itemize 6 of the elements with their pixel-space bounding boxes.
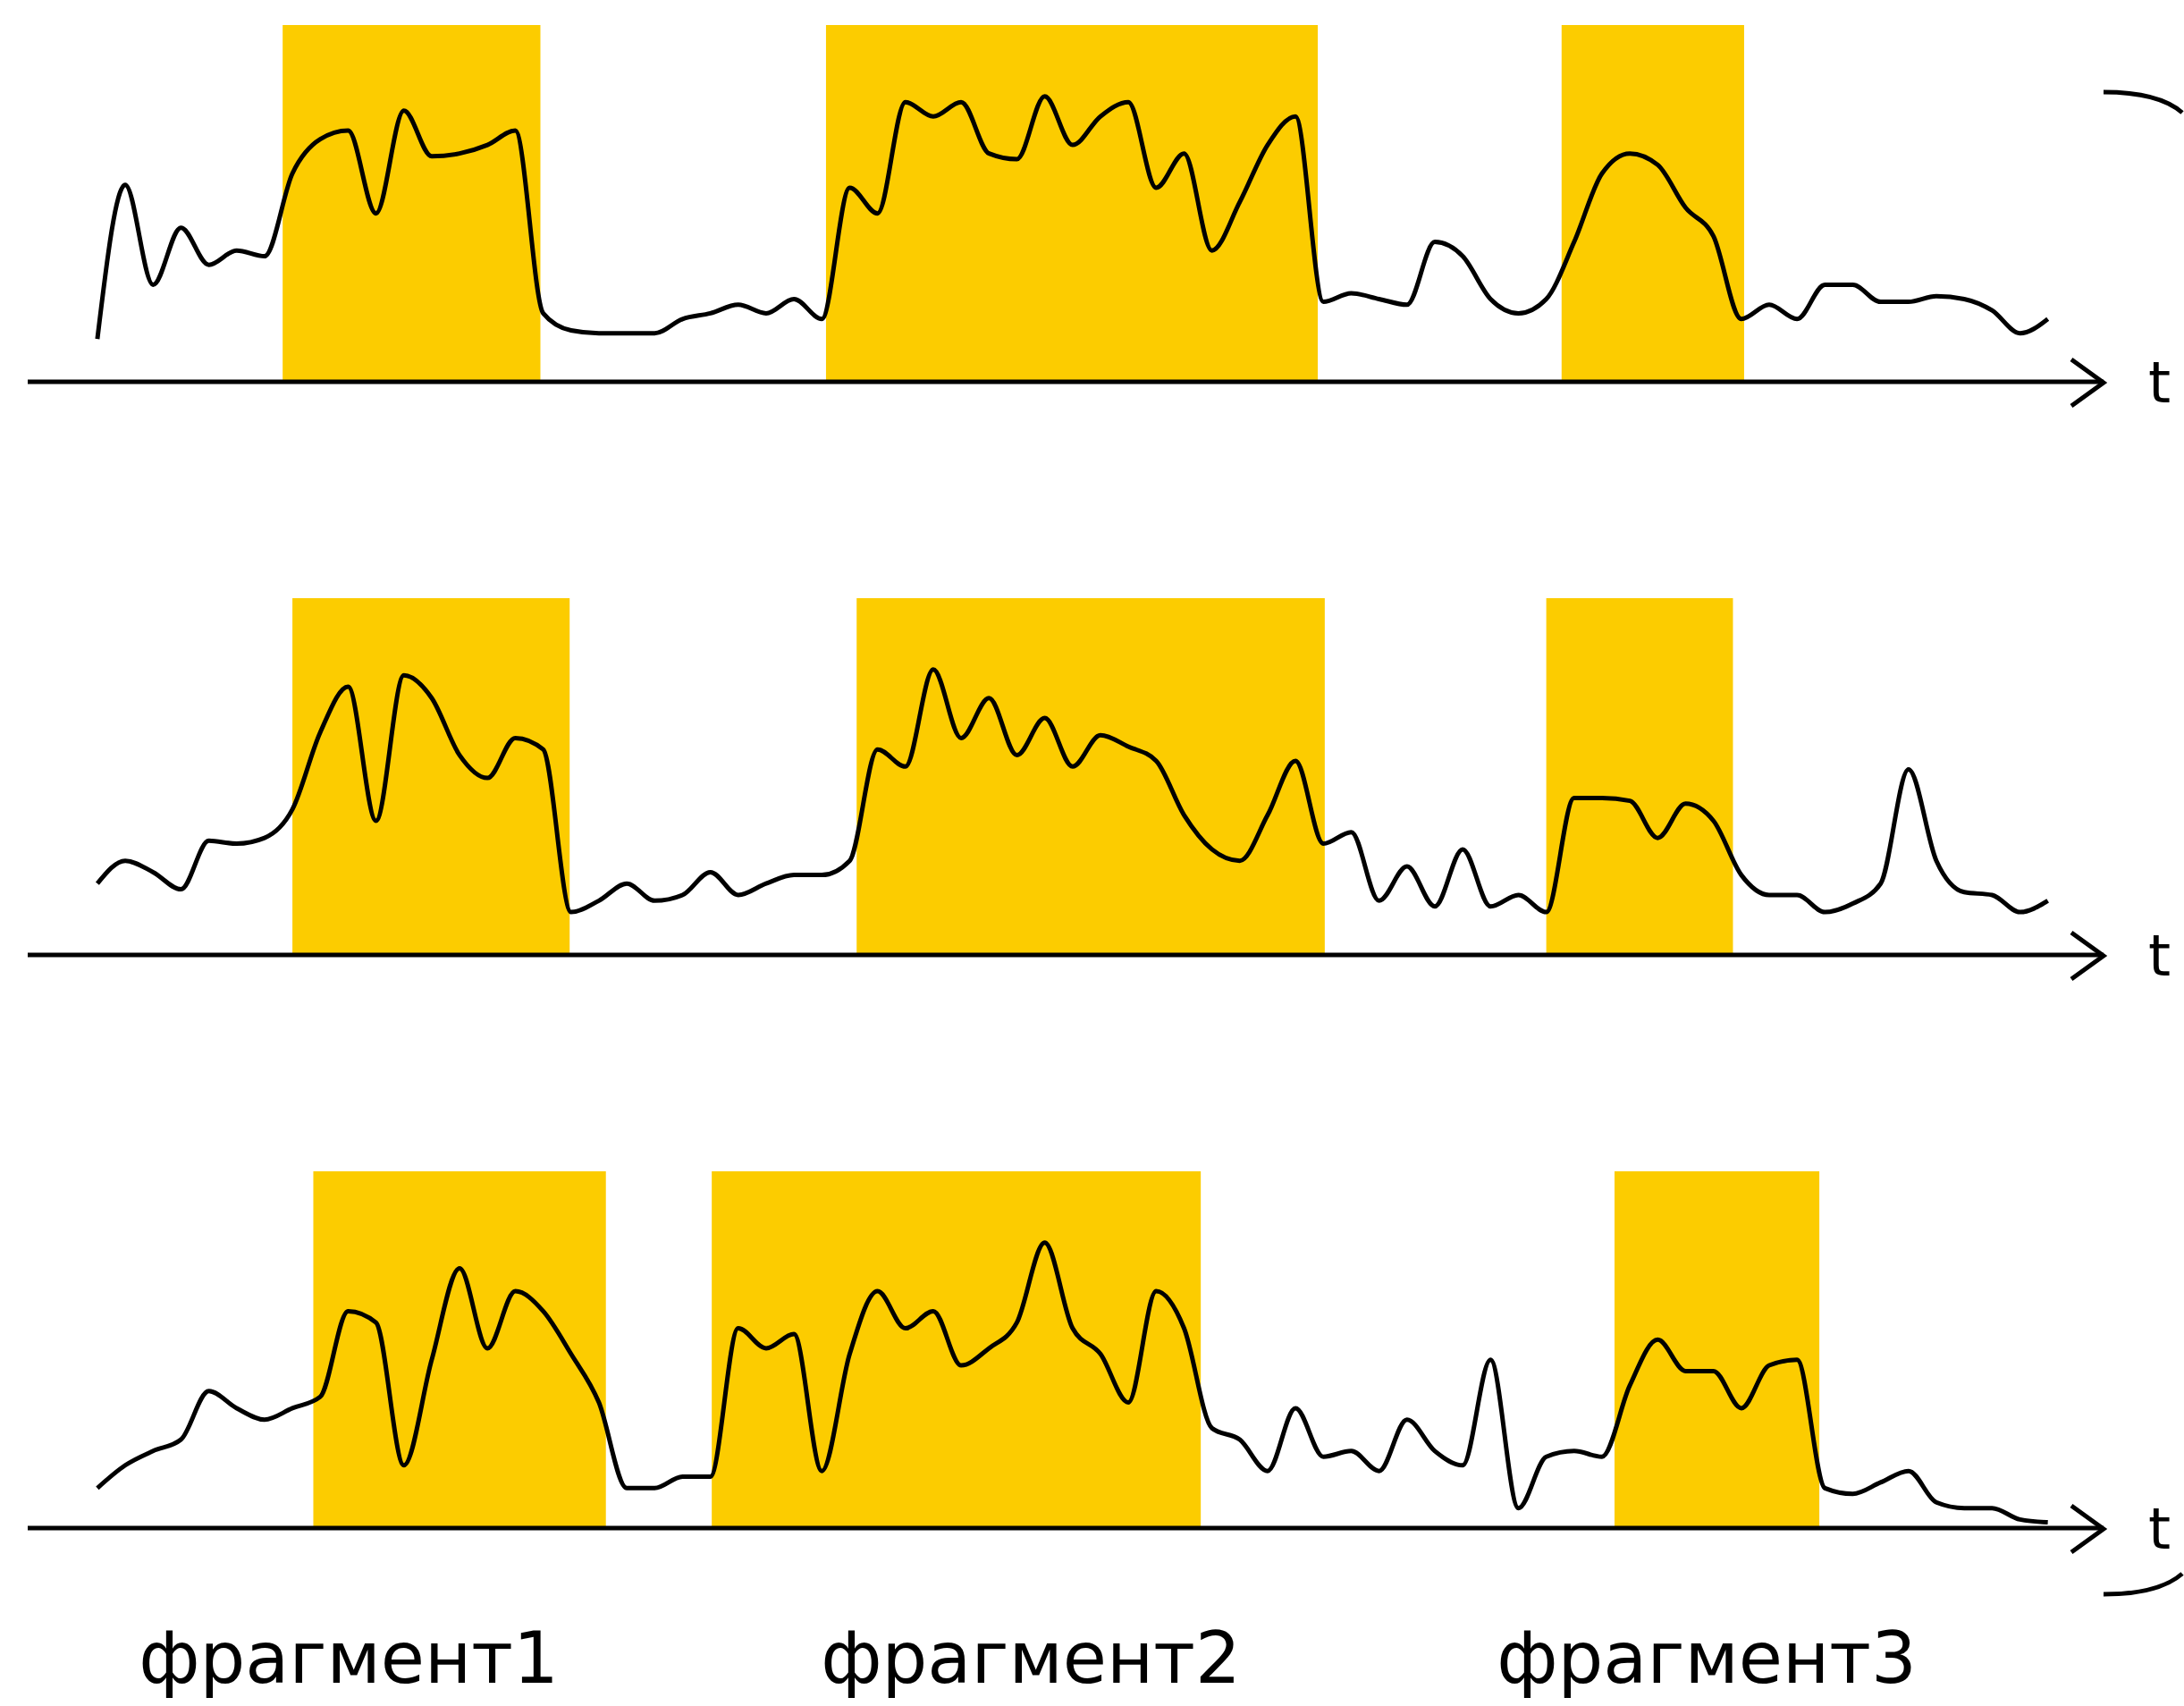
x-axis-title: t [2148, 923, 2171, 990]
text: фрагмент3 [1496, 1617, 1918, 1700]
text: фрагмент1 [138, 1617, 560, 1700]
x-axis-title: t [2148, 1496, 2171, 1563]
x-axis-title: t [2148, 350, 2171, 417]
text: фрагмент2 [820, 1617, 1242, 1700]
